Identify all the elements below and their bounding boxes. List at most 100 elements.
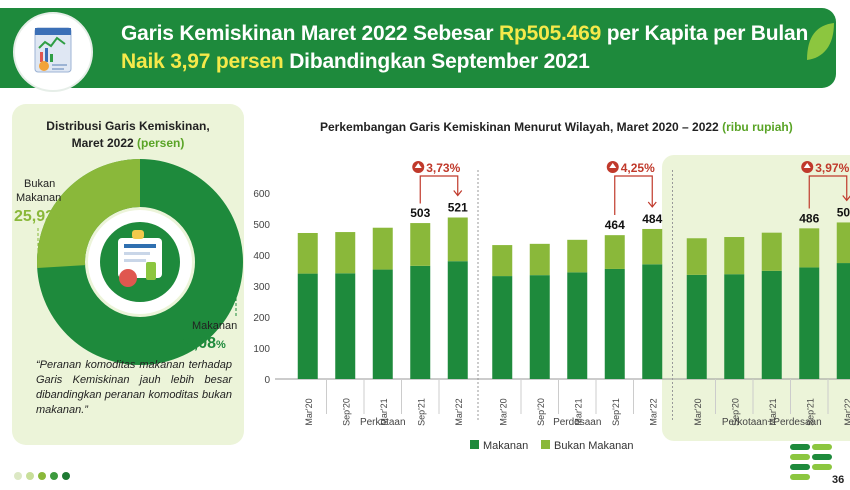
food-basket-icon [118, 230, 162, 287]
donut-chart [36, 159, 243, 365]
bar-bukan-makanan [642, 228, 663, 265]
legend-swatch-bukan-makanan [541, 440, 550, 449]
chart-title: Perkembangan Garis Kemiskinan Menurut Wi… [320, 120, 793, 134]
title-highlight-growth: Naik 3,97 persen [121, 50, 284, 73]
value-makanan: 74,08% [176, 335, 226, 353]
x-tick-label: Mar'21 [768, 398, 778, 425]
x-tick-label: Mar'21 [573, 398, 583, 425]
donut-title-line2: Maret 2022 [71, 136, 134, 150]
bar-makanan [761, 270, 782, 379]
value-bukan-makanan: 25,92% [14, 208, 64, 226]
donut-slice-bukan-makanan [36, 159, 140, 268]
growth-label: 3,73% [426, 161, 460, 175]
page-dot [26, 472, 34, 480]
x-tick-label: Sep'20 [730, 398, 740, 426]
x-tick-label: Sep'21 [805, 398, 815, 426]
bar-makanan [529, 275, 550, 379]
legend-label-bukan-makanan: Bukan Makanan [554, 440, 634, 452]
arrow-up-glyph [609, 163, 617, 168]
quote-text: “Peranan komoditas makanan terhadap Gari… [36, 359, 232, 416]
bar-bukan-makanan [724, 237, 745, 275]
bar-makanan [724, 274, 745, 379]
header-banner [0, 8, 836, 88]
x-tick-label: Mar'20 [304, 398, 314, 425]
bar-bukan-makanan [410, 223, 431, 266]
leaf-icon [805, 22, 835, 67]
bar-bukan-makanan [761, 232, 782, 271]
bar-makanan [836, 263, 850, 379]
x-tick-label: Mar'20 [693, 398, 703, 425]
data-label: 486 [799, 211, 819, 225]
page-number: 36 [832, 474, 845, 486]
x-tick-label: Sep'21 [611, 398, 621, 426]
chart-title-unit: (ribu rupiah) [722, 120, 793, 134]
y-tick-label: 100 [253, 344, 270, 355]
leader-line-bukan [37, 228, 52, 259]
bar-makanan [642, 264, 663, 379]
label-bukan-1: Bukan [24, 178, 56, 190]
label-bukan-2: Makanan [16, 192, 62, 204]
x-tick-label: Mar'22 [454, 398, 464, 425]
bar-bukan-makanan [297, 232, 318, 274]
x-tick-label: Sep'20 [536, 398, 546, 426]
data-label: 484 [642, 212, 662, 226]
legend-swatch-makanan [470, 440, 479, 449]
group-label: Perdesaan [553, 417, 601, 428]
page-dot [14, 472, 22, 480]
bar-makanan [297, 273, 318, 379]
pct-sign: % [216, 339, 226, 351]
bar-bukan-makanan [372, 227, 393, 270]
donut-title-unit: (persen) [137, 136, 185, 150]
bar-makanan [492, 276, 513, 379]
bar-makanan [604, 268, 625, 379]
bar-makanan [372, 269, 393, 379]
growth-bracket [614, 175, 653, 215]
growth-bracket [808, 175, 848, 209]
donut-title: Distribusi Garis Kemiskinan, Maret 2022 … [0, 118, 256, 152]
data-label: 521 [448, 200, 468, 214]
page-dot [50, 472, 58, 480]
legend-label-makanan: Makanan [483, 440, 528, 452]
report-chart-icon [13, 12, 93, 92]
data-label: 464 [605, 218, 625, 232]
bar-makanan [410, 265, 431, 379]
y-tick-label: 600 [253, 189, 270, 200]
page-dot [38, 472, 46, 480]
x-tick-label: Sep'20 [341, 398, 351, 426]
growth-label: 3,97% [815, 161, 849, 175]
growth-bracket [419, 175, 459, 204]
growth-arrowhead [453, 190, 463, 197]
bar-bukan-makanan [447, 217, 468, 262]
group-label: Perkotaan [360, 417, 406, 428]
x-tick-label: Mar'20 [498, 398, 508, 425]
growth-arrowhead [647, 201, 657, 208]
x-tick-label: Mar'22 [843, 398, 850, 425]
leader-line-makanan [222, 261, 237, 318]
growth-label: 4,25% [621, 161, 655, 175]
title-text: Dibandingkan September 2021 [283, 50, 590, 73]
value-bukan-number: 25,92 [14, 208, 55, 225]
pct-sign: % [54, 212, 64, 224]
title-text: Garis Kemiskinan Maret 2022 Sebesar [121, 22, 500, 45]
y-tick-label: 0 [264, 375, 270, 386]
bar-makanan [799, 267, 820, 379]
bar-makanan [686, 274, 707, 379]
y-tick-label: 400 [253, 251, 270, 262]
bar-bukan-makanan [529, 243, 550, 276]
data-label: 505 [837, 205, 850, 219]
donut-title-line1: Distribusi Garis Kemiskinan, [46, 119, 210, 133]
bar-bukan-makanan [492, 245, 513, 277]
y-tick-label: 500 [253, 220, 270, 231]
y-tick-label: 200 [253, 313, 270, 324]
value-makanan-number: 74,08 [176, 335, 217, 352]
label-makanan: Makanan [192, 320, 238, 332]
bar-bukan-makanan [604, 235, 625, 269]
bar-bukan-makanan [686, 238, 707, 275]
bar-bukan-makanan [335, 232, 356, 274]
page-title: Garis Kemiskinan Maret 2022 Sebesar Rp50… [121, 20, 808, 76]
x-tick-label: Mar'21 [379, 398, 389, 425]
x-tick-label: Sep'21 [416, 398, 426, 426]
title-text: per Kapita per Bulan [601, 22, 809, 45]
bar-bukan-makanan [836, 222, 850, 264]
